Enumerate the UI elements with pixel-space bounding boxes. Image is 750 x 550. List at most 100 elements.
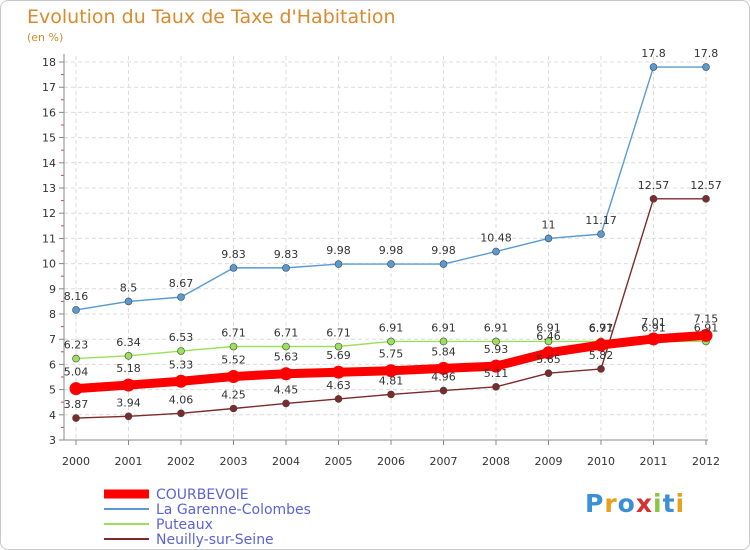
data-point [332, 365, 345, 379]
data-label: 6.71 [274, 327, 299, 340]
x-tick-label: 2005 [325, 455, 353, 468]
data-point [122, 378, 135, 392]
y-tick-label: 9 [49, 283, 56, 296]
data-labels: 8.16 8.5 8.67 9.83 9.83 9.98 9.98 9.98 10.48 11 11… [64, 47, 722, 411]
data-label: 3.87 [64, 398, 89, 411]
data-point [387, 260, 395, 268]
series-points [69, 63, 713, 422]
data-label: 9.98 [431, 244, 456, 257]
data-label: 5.63 [274, 351, 299, 364]
data-label: 4.63 [326, 379, 351, 392]
chart-subtitle: (en %) [27, 31, 64, 44]
data-point [227, 369, 240, 383]
data-point [489, 359, 503, 373]
data-label: 6.53 [169, 331, 194, 344]
data-point [699, 328, 713, 342]
x-tick-label: 2004 [272, 455, 300, 468]
data-point [544, 337, 553, 346]
data-point [647, 332, 660, 346]
x-tick-label: 2002 [167, 455, 195, 468]
data-label: 9.83 [274, 248, 299, 261]
x-tick-label: 2007 [430, 455, 458, 468]
legend-label: La Garenne-Colombes [156, 502, 311, 518]
data-label: 7.01 [641, 316, 666, 329]
data-label: 6.91 [694, 321, 719, 334]
data-label: 4.45 [274, 383, 299, 396]
data-point [437, 361, 450, 375]
y-tick-label: 17 [42, 81, 56, 94]
data-label: 8.5 [120, 281, 138, 294]
y-tick-label: 3 [49, 434, 56, 447]
data-point [702, 195, 710, 203]
legend-label: Puteaux [156, 517, 213, 533]
data-label: 5.04 [64, 366, 89, 379]
data-point [334, 260, 343, 268]
data-label: 12.57 [690, 179, 722, 192]
data-label: 9.83 [221, 248, 246, 261]
data-label: 17.8 [694, 47, 719, 60]
data-point [439, 337, 448, 346]
data-point [72, 354, 80, 363]
data-label: 6.91 [431, 321, 456, 334]
data-label: 4.06 [169, 393, 194, 406]
data-label: 10.48 [480, 232, 512, 245]
x-tick-label: 2012 [692, 455, 720, 468]
data-label: 5.93 [484, 343, 509, 356]
data-label: 5.33 [169, 358, 194, 371]
data-point [439, 386, 448, 395]
data-point [282, 264, 290, 272]
data-label: 5.18 [116, 362, 141, 375]
x-tick-label: 2009 [535, 455, 563, 468]
data-label: 6.91 [536, 321, 561, 334]
data-point [702, 63, 710, 71]
data-label: 12.57 [638, 179, 670, 192]
data-point [597, 365, 605, 373]
y-tick-label: 13 [42, 182, 56, 195]
y-tick-label: 6 [49, 358, 56, 371]
data-point [279, 367, 293, 381]
data-point [597, 230, 605, 238]
data-label: 6.91 [589, 321, 614, 334]
data-point [492, 383, 500, 391]
data-label: 5.82 [589, 349, 614, 362]
data-point [282, 342, 290, 351]
x-tick-label: 2001 [115, 455, 143, 468]
data-point [124, 297, 133, 306]
data-point [229, 264, 238, 272]
data-point [124, 352, 133, 360]
data-point [174, 374, 188, 388]
data-label: 6.34 [116, 336, 141, 349]
data-label: 6.71 [221, 327, 246, 340]
y-tick-label: 12 [42, 207, 56, 220]
data-point [544, 369, 553, 378]
data-label: 5.52 [221, 353, 246, 366]
data-point [72, 414, 80, 422]
y-tick-label: 16 [42, 106, 56, 119]
data-label: 6.91 [379, 321, 404, 334]
data-point [72, 306, 80, 314]
data-point [544, 234, 553, 243]
data-point [492, 337, 500, 346]
data-label: 9.98 [326, 244, 351, 257]
data-label: 17.8 [641, 47, 666, 60]
data-point [542, 346, 555, 360]
data-point [177, 409, 185, 418]
chart-title: Evolution du Taux de Taxe d'Habitation [27, 6, 396, 28]
data-label: 5.65 [536, 353, 561, 366]
data-point [649, 63, 658, 71]
data-label: 5.75 [379, 348, 404, 361]
y-tick-label: 4 [49, 409, 56, 422]
data-point [334, 342, 343, 351]
legend-label: Neuilly-sur-Seine [156, 532, 274, 548]
data-point [439, 260, 448, 268]
proxiti-logo: Proxiti [585, 489, 686, 518]
x-tick-label: 2003 [220, 455, 248, 468]
data-point [387, 337, 395, 346]
data-point [177, 347, 185, 355]
data-label: 7.15 [694, 312, 719, 325]
x-tick-labels: 2000 2001 2002 2003 2004 2005 2006 2007 2008 2009… [62, 455, 720, 468]
data-label: 5.11 [484, 367, 509, 380]
